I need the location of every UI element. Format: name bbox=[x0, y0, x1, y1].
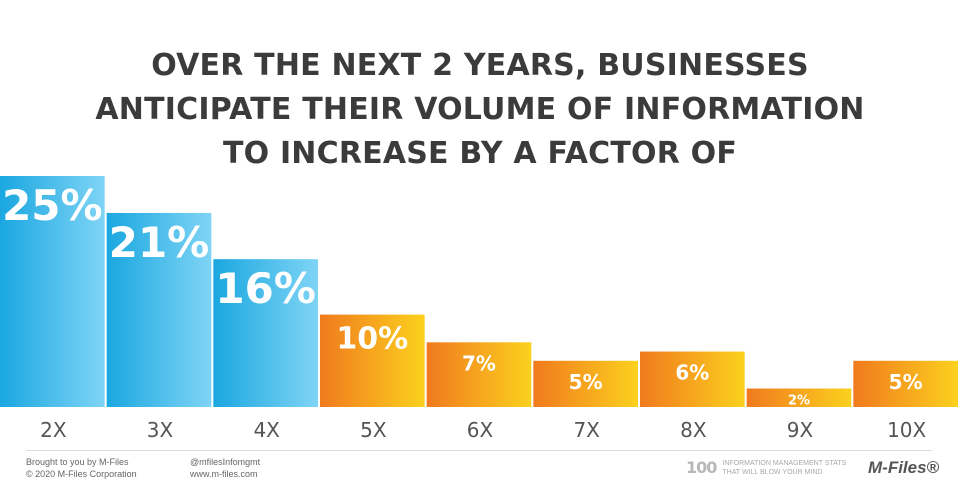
footer-handle[interactable]: @mfilesInfomgmt bbox=[190, 457, 261, 467]
bar-7x bbox=[533, 360, 638, 407]
title-line-3: TO INCREASE BY A FACTOR OF bbox=[222, 136, 738, 171]
data-label-8x: 6% bbox=[675, 361, 709, 385]
bar-9x bbox=[746, 388, 852, 407]
bar-2x bbox=[0, 176, 105, 407]
bar-5x bbox=[320, 314, 425, 407]
stats-logo: 100 INFORMATION MANAGEMENT STATS THAT WI… bbox=[686, 458, 846, 477]
footer-copyright: © 2020 M-Files Corporation bbox=[26, 469, 137, 479]
stats-line-1: INFORMATION MANAGEMENT STATS bbox=[722, 459, 847, 467]
footer-brought-by: Brought to you by M-Files bbox=[26, 457, 129, 467]
title-line-1: OVER THE NEXT 2 YEARS, BUSINESSES bbox=[151, 48, 809, 83]
data-label-6x: 7% bbox=[462, 351, 496, 375]
x-tick-3x: 3X bbox=[147, 418, 174, 442]
x-tick-2x: 2X bbox=[40, 418, 67, 442]
bar-3x bbox=[106, 212, 212, 407]
x-tick-10x: 10X bbox=[887, 418, 926, 442]
bar-6x bbox=[426, 342, 532, 407]
data-label-3x: 21% bbox=[109, 218, 210, 267]
x-tick-6x: 6X bbox=[467, 418, 494, 442]
x-tick-5x: 5X bbox=[360, 418, 387, 442]
x-tick-9x: 9X bbox=[787, 418, 814, 442]
data-label-9x: 2% bbox=[788, 394, 810, 409]
x-tick-4x: 4X bbox=[253, 418, 280, 442]
footer-credits: Brought to you by M-Files © 2020 M-Files… bbox=[26, 456, 137, 480]
bar-4x bbox=[213, 259, 318, 407]
bar-8x bbox=[640, 351, 745, 407]
footer-contact: @mfilesInfomgmt www.m-files.com bbox=[190, 456, 260, 480]
stats-line-2: THAT WILL BLOW YOUR MIND bbox=[722, 468, 823, 476]
data-label-2x: 25% bbox=[2, 181, 103, 230]
data-label-10x: 5% bbox=[889, 370, 923, 394]
footer-divider bbox=[26, 450, 932, 451]
data-label-5x: 10% bbox=[336, 322, 408, 357]
data-label-4x: 16% bbox=[215, 264, 316, 313]
bar-10x bbox=[853, 360, 958, 407]
mfiles-logo: M-Files® bbox=[868, 458, 940, 477]
title-line-2: ANTICIPATE THEIR VOLUME OF INFORMATION bbox=[95, 92, 865, 127]
footer-website[interactable]: www.m-files.com bbox=[190, 469, 258, 479]
chart-title: OVER THE NEXT 2 YEARS, BUSINESSES ANTICI… bbox=[0, 44, 960, 176]
stats-100-icon: 100 bbox=[686, 458, 717, 477]
data-label-7x: 5% bbox=[569, 370, 603, 394]
x-tick-7x: 7X bbox=[573, 418, 600, 442]
x-tick-8x: 8X bbox=[680, 418, 707, 442]
